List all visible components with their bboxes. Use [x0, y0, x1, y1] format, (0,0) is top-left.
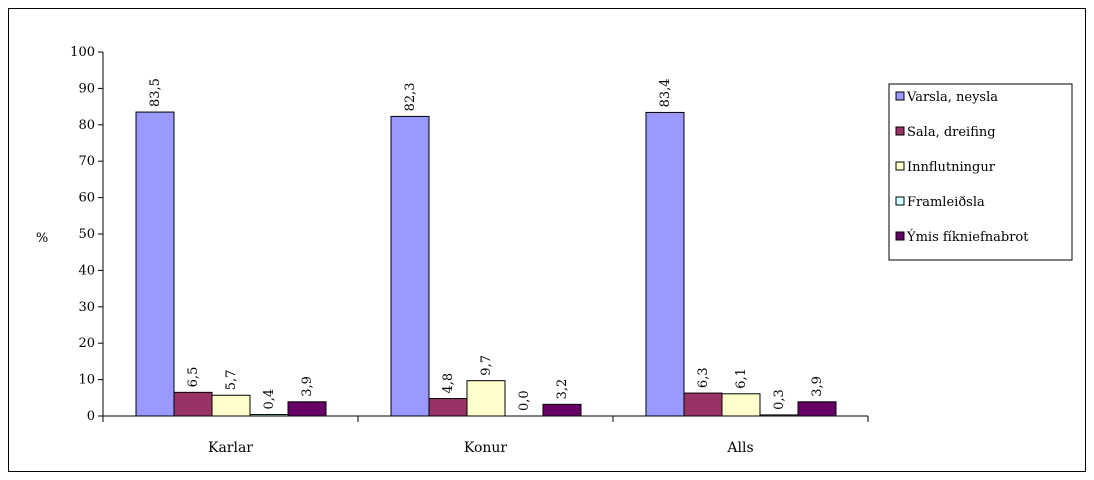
bar — [211, 394, 251, 417]
data-labels: 83,5 6,5 5,7 0,4 3,9 82,3 4,8 9,7 0,0 3,2 83,4 6,3 6… — [148, 78, 825, 411]
bars — [135, 111, 837, 417]
legend-swatch — [895, 91, 905, 101]
legend-swatch — [895, 231, 905, 241]
y-axis: 0 10 20 30 40 50 60 70 80 90 100 — [70, 45, 104, 424]
bar — [287, 401, 327, 417]
x-category-label: Karlar — [208, 440, 253, 456]
data-label: 6,1 — [734, 368, 749, 389]
bar — [797, 401, 837, 417]
legend: Varsla, neysla Sala, dreifing Innflutningu… — [888, 83, 1073, 261]
bar — [135, 111, 175, 417]
legend-swatch — [895, 126, 905, 136]
bar — [759, 414, 799, 417]
y-axis-title: % — [36, 231, 48, 246]
data-label: 9,7 — [479, 355, 494, 376]
legend-swatch — [895, 196, 905, 206]
y-tick-label: 100 — [70, 45, 95, 60]
data-label: 0,3 — [772, 389, 787, 410]
y-tick-label: 40 — [78, 263, 95, 278]
data-label: 83,5 — [148, 78, 163, 107]
y-tick-label: 0 — [87, 409, 95, 424]
data-label: 3,2 — [555, 379, 570, 400]
bar — [390, 115, 430, 417]
y-tick-label: 50 — [78, 227, 95, 242]
data-label: 0,4 — [262, 389, 277, 410]
x-category-label: Alls — [726, 440, 753, 456]
bar — [542, 403, 582, 417]
data-label: 3,9 — [300, 376, 315, 397]
legend-label: Varsla, neysla — [906, 90, 998, 105]
data-label: 6,5 — [186, 367, 201, 388]
y-tick-label: 10 — [78, 373, 95, 388]
bar — [466, 380, 506, 417]
legend-label: Ýmis fíkniefnabrot — [906, 229, 1029, 245]
bar — [645, 111, 685, 417]
legend-label: Framleiðsla — [907, 195, 985, 210]
legend-label: Sala, dreifing — [907, 125, 996, 140]
y-tick-label: 90 — [78, 81, 95, 96]
legend-label: Innflutningur — [907, 160, 996, 175]
bar — [428, 398, 468, 417]
data-label: 82,3 — [403, 82, 418, 111]
x-axis: Karlar Konur Alls — [102, 415, 869, 456]
data-label: 83,4 — [658, 78, 673, 107]
data-label: 6,3 — [696, 367, 711, 388]
bar — [249, 414, 289, 417]
legend-swatch — [895, 161, 905, 171]
bar — [683, 392, 723, 417]
y-tick-label: 80 — [78, 118, 95, 133]
data-label: 0,0 — [517, 390, 532, 411]
y-tick-label: 30 — [78, 300, 95, 315]
y-tick-label: 20 — [78, 336, 95, 351]
y-tick-label: 70 — [78, 154, 95, 169]
bar — [721, 393, 761, 417]
legend-box — [888, 83, 1073, 261]
bar — [173, 391, 213, 417]
y-tick-label: 60 — [78, 191, 95, 206]
x-category-label: Konur — [464, 440, 508, 456]
data-label: 4,8 — [441, 373, 456, 394]
data-label: 5,7 — [224, 370, 239, 391]
data-label: 3,9 — [810, 376, 825, 397]
